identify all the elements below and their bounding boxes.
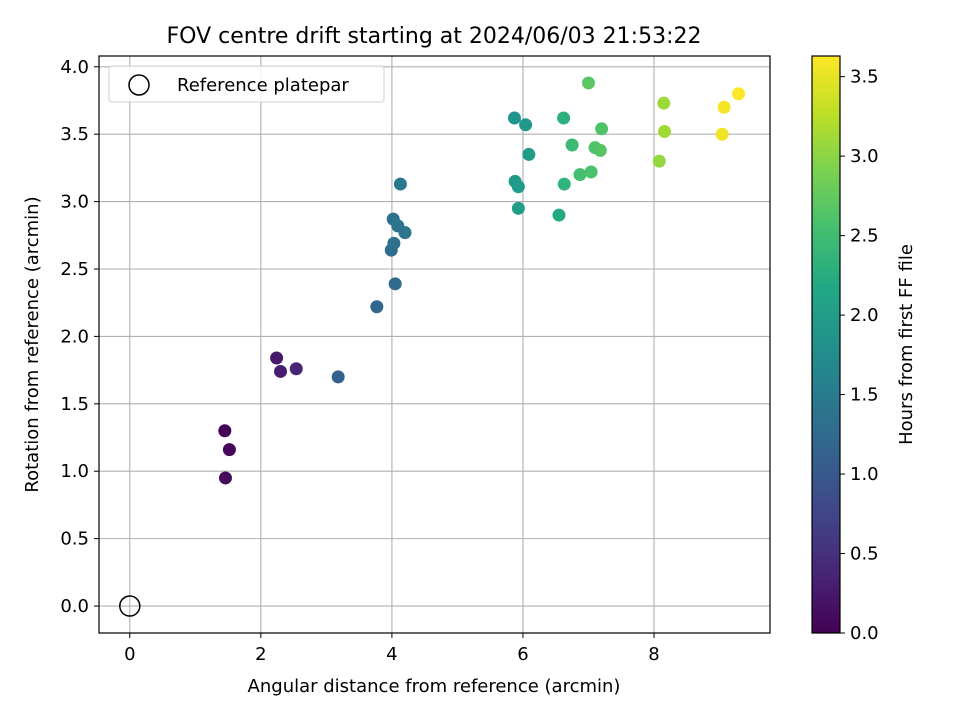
data-point <box>658 124 672 138</box>
data-point <box>398 226 412 240</box>
data-point <box>331 370 345 384</box>
colorbar-tick-label: 2.5 <box>850 226 879 247</box>
data-point <box>593 143 607 157</box>
data-point <box>393 177 407 191</box>
x-tick-label: 6 <box>517 644 528 665</box>
colorbar-tick-label: 1.5 <box>850 385 879 406</box>
data-point <box>657 96 671 110</box>
colorbar-tick-label: 3.0 <box>850 146 879 167</box>
data-point <box>584 165 598 179</box>
y-tick-label: 1.5 <box>60 394 89 415</box>
chart-title: FOV centre drift starting at 2024/06/03 … <box>167 24 702 49</box>
data-point <box>652 154 666 168</box>
data-point <box>388 277 402 291</box>
data-point <box>218 471 232 485</box>
y-tick-label: 2.5 <box>60 259 89 280</box>
colorbar-ticks: 0.0 0.5 1.0 1.5 2.0 2.5 3.0 3.5 <box>840 67 879 644</box>
legend-reference-marker <box>128 74 150 96</box>
legend-box <box>108 65 385 103</box>
y-tick-label: 4.0 <box>60 57 89 78</box>
colorbar-tick-label: 2.0 <box>850 305 879 326</box>
y-tick-label: 0.5 <box>60 529 89 550</box>
data-point <box>565 138 579 152</box>
data-point <box>274 364 288 378</box>
x-axis-ticks: 0 2 4 6 8 <box>124 633 660 665</box>
y-tick-label: 3.5 <box>60 124 89 145</box>
legend: Reference platepar <box>108 65 385 103</box>
x-tick-label: 4 <box>386 644 397 665</box>
y-tick-label: 1.0 <box>60 461 89 482</box>
y-axis-label: Rotation from reference (arcmin) <box>22 196 43 492</box>
x-tick-label: 8 <box>648 644 659 665</box>
y-tick-label: 2.0 <box>60 326 89 347</box>
colorbar <box>811 55 841 634</box>
data-point <box>507 111 521 125</box>
colorbar-tick-label: 0.5 <box>850 544 879 565</box>
data-point <box>732 87 746 101</box>
colorbar-label: Hours from first FF file <box>896 244 917 445</box>
colorbar-tick-label: 0.0 <box>850 623 879 644</box>
plot-frame <box>98 55 771 634</box>
data-point <box>595 122 609 136</box>
data-point <box>581 76 595 90</box>
data-point <box>511 180 525 194</box>
grid-lines <box>99 56 770 633</box>
data-point <box>717 100 731 114</box>
data-points <box>218 76 746 485</box>
legend-reference-label: Reference platepar <box>177 75 349 96</box>
data-point <box>557 177 571 191</box>
reference-marker-layer <box>119 595 141 617</box>
data-point <box>387 236 401 250</box>
data-point <box>522 147 536 161</box>
data-point <box>370 300 384 314</box>
y-tick-label: 3.0 <box>60 192 89 213</box>
data-point <box>519 118 533 132</box>
colorbar-tick-label: 1.0 <box>850 464 879 485</box>
data-point <box>715 127 729 141</box>
data-point <box>511 201 525 215</box>
x-tick-label: 2 <box>255 644 266 665</box>
data-point <box>289 362 303 376</box>
data-point <box>222 443 236 457</box>
x-tick-label: 0 <box>124 644 135 665</box>
colorbar-tick-label: 3.5 <box>850 67 879 88</box>
x-axis-label: Angular distance from reference (arcmin) <box>248 676 621 697</box>
reference-platepar-marker <box>119 595 141 617</box>
data-point <box>270 351 284 365</box>
data-point <box>218 424 232 438</box>
data-point <box>552 208 566 222</box>
data-point <box>573 168 587 182</box>
y-axis-ticks: 0.0 0.5 1.0 1.5 2.0 2.5 3.0 3.5 4.0 <box>60 57 99 617</box>
y-tick-label: 0.0 <box>60 596 89 617</box>
data-point <box>557 111 571 125</box>
